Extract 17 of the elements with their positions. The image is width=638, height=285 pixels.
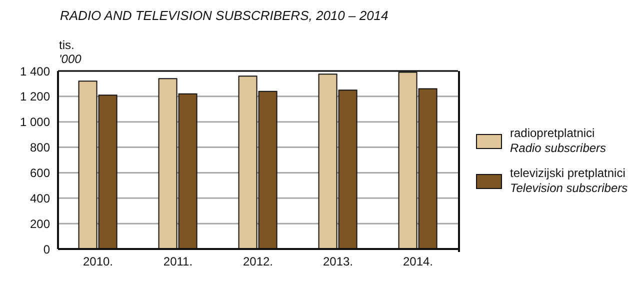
chart-title: RADIO AND TELEVISION SUBSCRIBERS, 2010 – 2014: [60, 8, 388, 23]
legend-label: televizijski pretplatnici Television subscribers: [510, 166, 628, 196]
y-tick-label: 600: [30, 166, 50, 180]
y-tick-label: 1 200: [20, 90, 50, 104]
x-tick-label: 2012.: [242, 254, 274, 269]
x-tick-label: 2011.: [163, 254, 193, 269]
y-axis-title: tis. '000: [59, 38, 82, 66]
y-tick-label: 1 400: [20, 64, 50, 78]
y-tick-label: 800: [30, 140, 50, 155]
x-tick-label: 2013.: [322, 254, 354, 269]
y-tick-label: 200: [30, 216, 50, 231]
x-tick-label: 2010.: [82, 254, 114, 269]
y-tick-label: 1 000: [20, 115, 50, 130]
y-tick-label: 0: [43, 242, 50, 256]
x-tick-label: 2014.: [402, 254, 434, 269]
y-tick-label: 400: [30, 191, 50, 206]
legend-label: radiopretplatnici Radio subscribers: [510, 126, 606, 156]
